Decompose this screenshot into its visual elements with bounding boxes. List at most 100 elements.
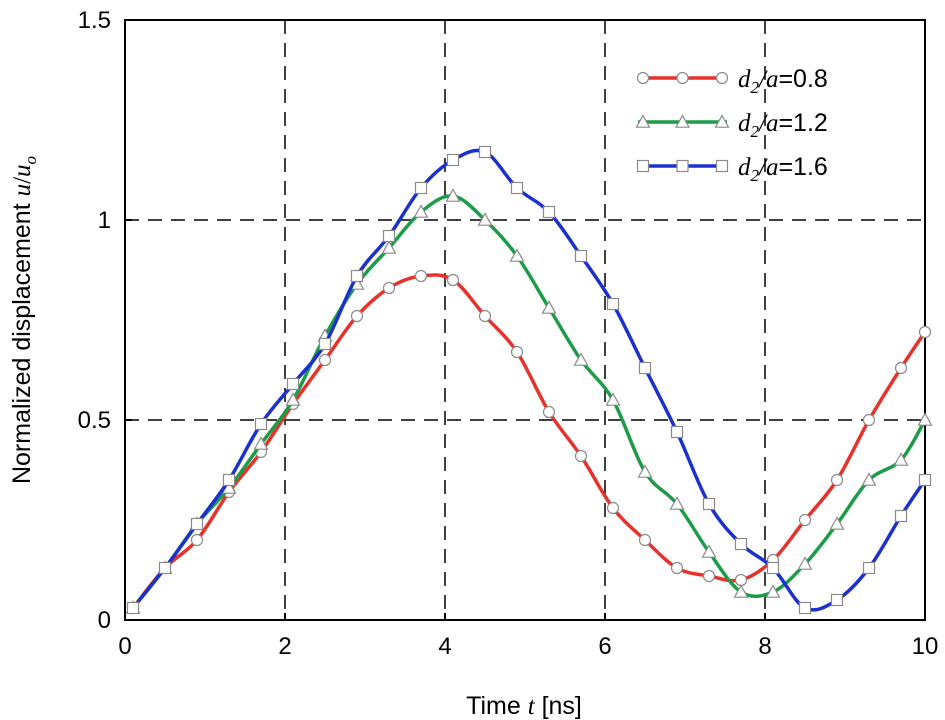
data-point — [478, 309, 492, 323]
plot-frame — [124, 19, 926, 621]
series-1 — [126, 269, 932, 615]
series-layer — [125, 145, 933, 615]
x-axis-ticks: 0 2 4 6 8 10 — [118, 613, 938, 660]
data-point — [350, 269, 364, 283]
data-point — [766, 561, 780, 575]
y-tick-label: 0.5 — [78, 407, 111, 434]
legend-marker — [674, 114, 691, 128]
data-point — [413, 204, 429, 218]
data-point — [638, 533, 652, 547]
data-point — [669, 496, 685, 510]
legend-item: d2/a=1.2 — [635, 109, 828, 141]
data-point — [350, 309, 364, 323]
data-point — [606, 297, 620, 311]
data-point — [638, 361, 652, 375]
data-point — [765, 584, 781, 598]
legend-label-part: 2 — [751, 166, 760, 185]
data-point — [574, 249, 588, 263]
data-point — [701, 544, 717, 558]
data-point — [830, 593, 844, 607]
data-point — [446, 153, 460, 167]
x-axis-label-var: t — [528, 693, 536, 720]
legend-marker — [715, 159, 729, 173]
data-point — [573, 352, 589, 366]
data-point — [509, 248, 525, 262]
data-point — [510, 345, 524, 359]
x-tick-label: 4 — [438, 633, 451, 660]
series-line — [131, 194, 927, 610]
legend-marker — [715, 71, 729, 85]
data-point — [318, 353, 332, 367]
legend-label-part: 2 — [751, 78, 760, 97]
legend-marker — [676, 71, 689, 85]
legend-item: d2/a=0.8 — [636, 65, 828, 97]
series-3 — [126, 145, 932, 615]
data-point — [414, 181, 428, 195]
legend-label: d2/a=0.8 — [738, 65, 828, 97]
data-point — [894, 509, 908, 523]
data-point — [917, 412, 933, 426]
data-point — [574, 449, 588, 463]
y-tick-label: 0 — [98, 607, 111, 634]
y-tick-label: 1 — [98, 207, 111, 234]
data-point — [254, 417, 268, 431]
data-point — [478, 145, 492, 159]
data-point — [477, 212, 493, 226]
data-point — [637, 464, 653, 478]
legend-label-part: d — [738, 66, 751, 93]
legend-marker — [636, 71, 650, 85]
x-tick-label: 6 — [598, 633, 611, 660]
legend-label-part: =1.6 — [778, 153, 827, 181]
y-axis-label-var: u — [9, 184, 36, 197]
data-point — [542, 405, 556, 419]
legend-label-part: =0.8 — [778, 65, 827, 93]
data-point — [797, 556, 813, 570]
data-point — [285, 392, 301, 406]
legend-label-part: /a — [757, 66, 778, 93]
data-point — [126, 601, 140, 615]
data-point — [190, 533, 204, 547]
data-point — [510, 181, 524, 195]
legend: d2/a=0.8d2/a=1.2d2/a=1.6 — [635, 65, 828, 185]
data-point — [670, 561, 684, 575]
data-point — [893, 452, 909, 466]
data-point — [733, 584, 749, 598]
legend-label-part: /a — [757, 110, 778, 137]
data-point — [830, 473, 844, 487]
data-point — [734, 537, 748, 551]
legend-marker — [714, 114, 730, 128]
data-point — [829, 516, 845, 530]
legend-label: d2/a=1.6 — [738, 153, 828, 185]
legend-marker — [676, 159, 689, 173]
x-tick-label: 2 — [278, 633, 291, 660]
data-point — [414, 269, 428, 283]
y-axis-label-var2: u — [9, 164, 36, 177]
x-axis-label-suffix: [ns] — [535, 692, 582, 720]
data-point — [190, 517, 204, 531]
data-point — [798, 513, 812, 527]
data-point — [222, 473, 236, 487]
legend-label-part: =1.2 — [778, 109, 827, 137]
legend-label-part: /a — [757, 154, 778, 181]
legend-label-part: 2 — [751, 122, 760, 141]
data-point — [861, 472, 877, 486]
y-axis-label-prefix: Normalized displacement — [8, 196, 36, 484]
data-point — [862, 561, 876, 575]
data-point — [894, 361, 908, 375]
y-axis-label-slash: / — [9, 177, 36, 184]
data-point — [286, 377, 300, 391]
data-point — [670, 425, 684, 439]
data-point — [446, 273, 460, 287]
data-point — [382, 229, 396, 243]
x-tick-label: 8 — [758, 633, 771, 660]
data-point — [702, 497, 716, 511]
x-tick-label: 10 — [912, 633, 939, 660]
y-axis-label: Normalized displacement u/uo — [8, 156, 40, 484]
data-point — [158, 561, 172, 575]
series-2 — [125, 188, 933, 614]
data-point — [541, 300, 557, 314]
x-axis-label-prefix: Time — [466, 692, 528, 720]
data-point — [734, 573, 748, 587]
